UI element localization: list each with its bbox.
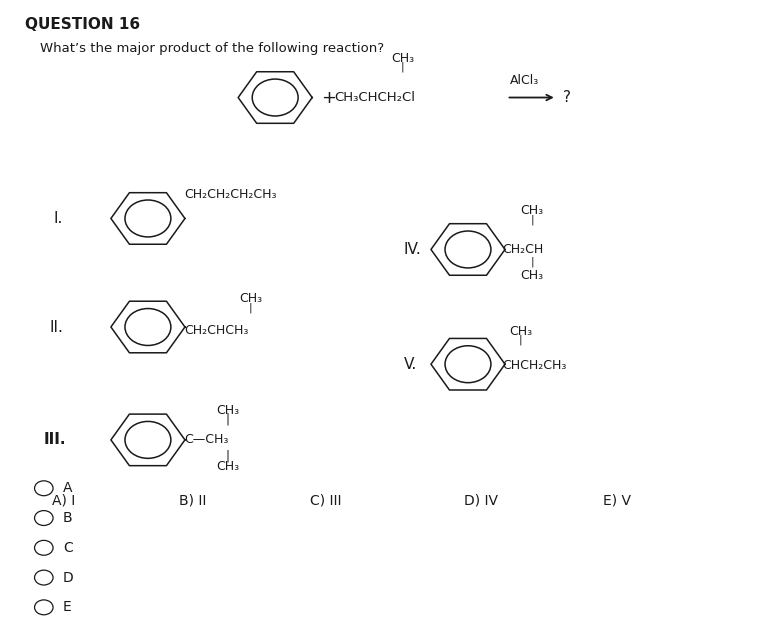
Text: B) II: B) II [179,493,206,508]
Text: CH₃: CH₃ [509,325,532,338]
Text: III.: III. [44,432,67,447]
Text: +: + [321,88,337,107]
Text: |: | [226,449,230,462]
Text: CH₃: CH₃ [239,292,262,305]
Text: B: B [63,511,73,525]
Text: CH₂CHCH₃: CH₂CHCH₃ [184,323,248,336]
Text: CH₃: CH₃ [216,404,239,417]
Text: |: | [530,214,534,225]
Text: A: A [63,481,73,495]
Text: I.: I. [54,211,63,226]
Text: |: | [519,335,522,345]
Text: CH₃: CH₃ [391,52,414,65]
Text: IV.: IV. [404,242,422,257]
Text: CH₃: CH₃ [520,269,543,282]
Text: ?: ? [563,90,571,105]
Text: QUESTION 16: QUESTION 16 [25,17,139,32]
Text: E) V: E) V [603,493,631,508]
Text: CHCH₂CH₃: CHCH₂CH₃ [502,359,567,372]
Text: CH₃CHCH₂Cl: CH₃CHCH₂Cl [334,91,416,104]
Text: CH₂CH₂CH₂CH₃: CH₂CH₂CH₂CH₃ [184,188,276,201]
Text: AlCl₃: AlCl₃ [510,74,539,87]
Text: II.: II. [50,320,63,335]
Text: D) IV: D) IV [464,493,498,508]
Text: V.: V. [404,357,417,372]
Text: D: D [63,571,74,584]
Text: E: E [63,601,72,614]
Text: C: C [63,541,73,555]
Text: A) I: A) I [52,493,75,508]
Text: C) III: C) III [310,493,341,508]
Text: CH₃: CH₃ [216,460,239,473]
Text: |: | [401,62,405,72]
Text: CH₂CH: CH₂CH [502,243,544,256]
Text: C—CH₃: C—CH₃ [184,434,228,447]
Text: |: | [530,257,534,267]
Text: CH₃: CH₃ [520,204,543,217]
Text: What’s the major product of the following reaction?: What’s the major product of the followin… [40,42,384,55]
Text: |: | [226,412,230,425]
Text: |: | [249,302,252,313]
